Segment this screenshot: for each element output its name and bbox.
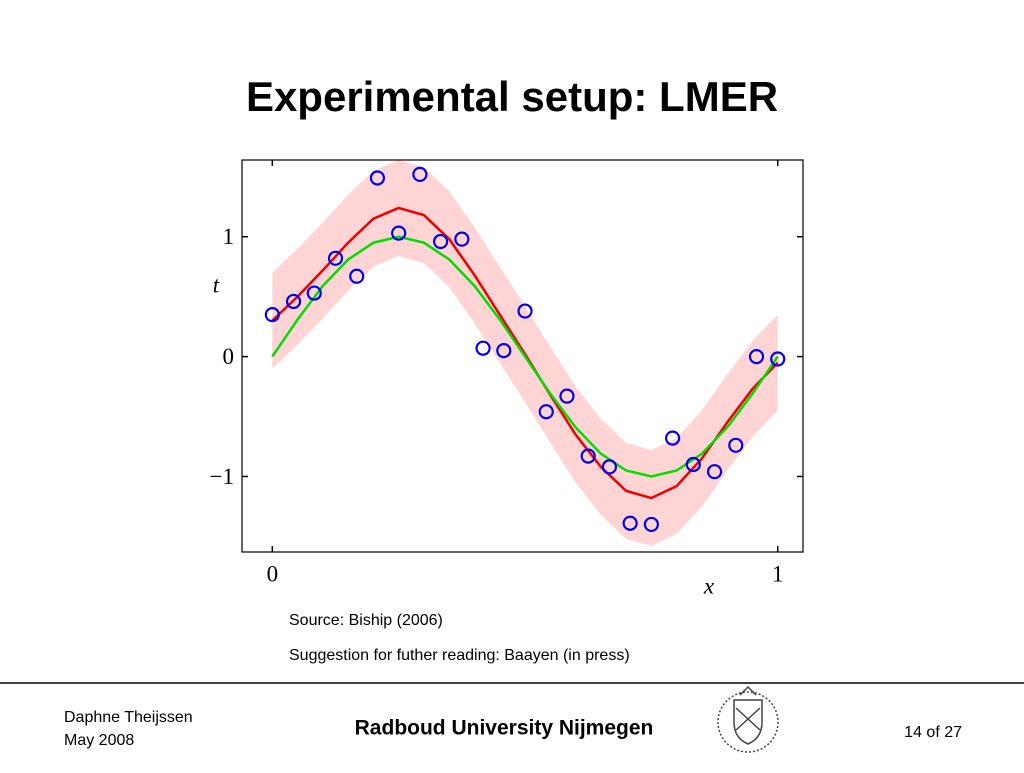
curve	[271, 235, 779, 478]
suggestion: Suggestion for futher reading: Baayen (i…	[289, 647, 630, 664]
y-tick-label: 0	[223, 344, 235, 369]
x-tick-label: 1	[772, 561, 784, 586]
data-point	[622, 515, 638, 531]
data-point	[369, 170, 386, 186]
y-tick-label: −1	[210, 464, 234, 489]
data-point	[349, 268, 365, 284]
data-point	[706, 464, 723, 480]
data-point	[433, 233, 449, 250]
data-point	[538, 404, 554, 420]
data-point	[327, 250, 344, 266]
y-axis-label: t	[213, 272, 220, 297]
footer-page: 14 of 27	[904, 724, 962, 741]
university-logo	[717, 685, 779, 753]
plot: −1 0 1 0 1 x t	[210, 160, 803, 598]
data-point	[559, 388, 575, 404]
data-point	[643, 516, 659, 533]
data-point	[728, 437, 744, 453]
plot-frame	[241, 159, 804, 553]
data-point	[580, 448, 596, 464]
source: Source: Biship (2006)	[289, 612, 443, 629]
data-point	[748, 348, 765, 365]
slide-title: Experimental setup: LMER	[246, 73, 778, 120]
data-point	[601, 459, 618, 475]
x-tick-label: 0	[267, 561, 279, 586]
footer-author: Daphne Theijssen	[64, 709, 193, 726]
data-point	[264, 307, 280, 323]
data-point	[665, 430, 681, 446]
curve	[271, 206, 779, 500]
data-point	[285, 293, 302, 310]
data-point	[770, 351, 786, 367]
data-point	[685, 456, 701, 473]
data-point	[412, 166, 428, 182]
footer-university: Radboud University Nijmegen	[355, 717, 654, 740]
data-point	[475, 340, 491, 356]
data-point	[454, 231, 470, 247]
data-point	[306, 285, 322, 301]
data-point	[496, 343, 512, 359]
y-tick-label: 1	[223, 224, 235, 249]
x-axis-label: x	[703, 573, 715, 598]
footer-date: May 2008	[64, 732, 134, 749]
data-point	[391, 225, 407, 241]
data-point	[517, 303, 533, 319]
